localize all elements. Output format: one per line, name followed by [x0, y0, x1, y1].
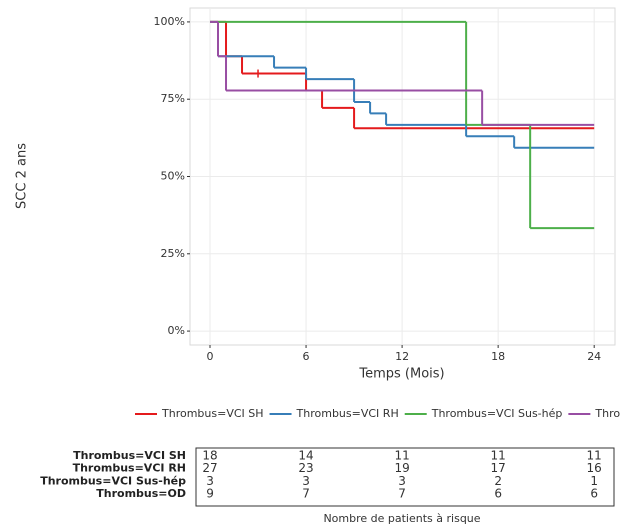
- risk-count: 2: [494, 474, 502, 488]
- risk-row-label: Thrombus=VCI SH: [73, 449, 186, 462]
- risk-count: 27: [202, 461, 217, 475]
- risk-count: 6: [590, 487, 598, 501]
- risk-count: 3: [398, 474, 406, 488]
- risk-count: 3: [206, 474, 214, 488]
- risk-count: 11: [394, 449, 409, 463]
- legend-label: Thrombus=VCI RH: [296, 407, 399, 420]
- risk-row-label: Thrombus=VCI Sus-hép: [40, 474, 186, 487]
- legend: Thrombus=VCI SH Thrombus=VCI RH Thrombus=V…: [135, 407, 632, 420]
- risk-row-label: Thrombus=OD: [96, 487, 186, 500]
- x-tick-label: 12: [395, 350, 409, 363]
- y-tick-label: 0%: [168, 324, 185, 337]
- risk-count: 17: [491, 461, 506, 475]
- risk-row-label: Thrombus=VCI RH: [73, 462, 186, 475]
- risk-count: 14: [298, 449, 313, 463]
- risk-count: 7: [398, 487, 406, 501]
- x-tick-label: 18: [491, 350, 505, 363]
- risk-count: 6: [494, 487, 502, 501]
- y-tick-label: 100%: [154, 15, 185, 28]
- risk-count: 18: [202, 449, 217, 463]
- x-tick-label: 0: [207, 350, 214, 363]
- x-axis-title: Temps (Mois): [358, 367, 444, 382]
- legend-label: Thrombus=VCI Sus-hép: [431, 407, 563, 420]
- risk-count: 3: [302, 474, 310, 488]
- legend-label: Thrombus=OD: [594, 407, 632, 420]
- risk-count: 19: [394, 461, 409, 475]
- risk-count: 16: [587, 461, 602, 475]
- risk-count: 1: [590, 474, 598, 488]
- x-tick-label: 24: [587, 350, 601, 363]
- y-tick-label: 25%: [161, 247, 185, 260]
- risk-count: 11: [491, 449, 506, 463]
- y-tick-label: 50%: [161, 170, 185, 183]
- risk-count: 11: [587, 449, 602, 463]
- y-tick-label: 75%: [161, 92, 185, 105]
- risk-table-box: [195, 447, 615, 507]
- risk-count: 7: [302, 487, 310, 501]
- legend-label: Thrombus=VCI SH: [161, 407, 264, 420]
- risk-count: 9: [206, 487, 214, 501]
- x-tick-label: 6: [303, 350, 310, 363]
- risk-count: 23: [298, 461, 313, 475]
- y-axis-title: SCC 2 ans: [15, 143, 30, 209]
- risk-table-title: Nombre de patients à risque: [323, 512, 480, 525]
